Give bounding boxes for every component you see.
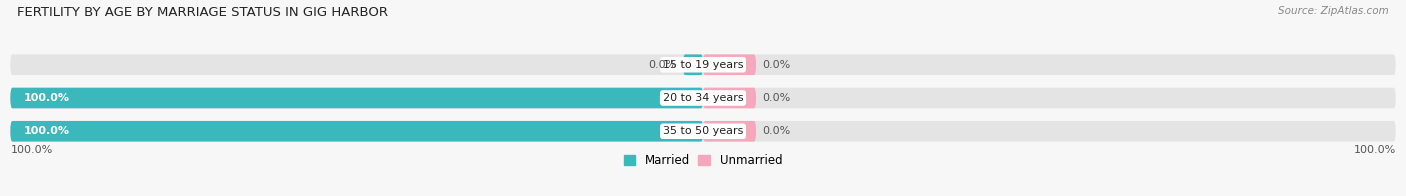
FancyBboxPatch shape	[703, 54, 756, 75]
Text: 100.0%: 100.0%	[1354, 145, 1396, 155]
Text: 100.0%: 100.0%	[24, 126, 70, 136]
Text: 20 to 34 years: 20 to 34 years	[662, 93, 744, 103]
Text: 0.0%: 0.0%	[762, 126, 792, 136]
FancyBboxPatch shape	[683, 54, 703, 75]
FancyBboxPatch shape	[703, 88, 756, 108]
Text: FERTILITY BY AGE BY MARRIAGE STATUS IN GIG HARBOR: FERTILITY BY AGE BY MARRIAGE STATUS IN G…	[17, 6, 388, 19]
Legend: Married, Unmarried: Married, Unmarried	[624, 154, 782, 167]
Text: 0.0%: 0.0%	[648, 60, 676, 70]
FancyBboxPatch shape	[10, 88, 703, 108]
Text: 0.0%: 0.0%	[762, 93, 792, 103]
Text: Source: ZipAtlas.com: Source: ZipAtlas.com	[1278, 6, 1389, 16]
FancyBboxPatch shape	[10, 121, 1396, 142]
Text: 0.0%: 0.0%	[762, 60, 792, 70]
FancyBboxPatch shape	[10, 88, 1396, 108]
FancyBboxPatch shape	[10, 121, 703, 142]
FancyBboxPatch shape	[10, 54, 1396, 75]
Text: 35 to 50 years: 35 to 50 years	[662, 126, 744, 136]
FancyBboxPatch shape	[703, 121, 756, 142]
Text: 100.0%: 100.0%	[24, 93, 70, 103]
Text: 100.0%: 100.0%	[10, 145, 52, 155]
Text: 15 to 19 years: 15 to 19 years	[662, 60, 744, 70]
